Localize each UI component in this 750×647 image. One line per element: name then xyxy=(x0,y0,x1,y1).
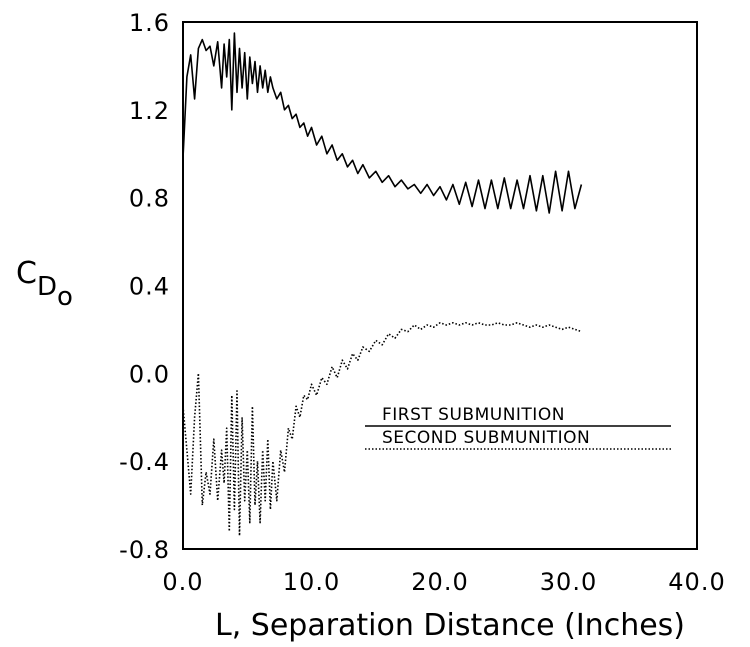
y-tick-label: -0.4 xyxy=(119,448,170,476)
y-tick-label: -0.8 xyxy=(119,536,170,564)
y-tick-label: 1.2 xyxy=(129,97,170,125)
legend-label-first-submunition: FIRST SUBMUNITION xyxy=(382,405,565,425)
x-axis-ticks: 0.0 10.0 20.0 30.0 40.0 xyxy=(162,568,725,596)
series-line-first-submunition xyxy=(182,32,583,214)
legend: FIRST SUBMUNITION SECOND SUBMUNITION xyxy=(365,405,671,450)
x-tick-label: 10.0 xyxy=(283,568,340,596)
y-axis-title-main: C xyxy=(16,256,37,291)
x-tick-label: 40.0 xyxy=(668,568,725,596)
series-layer xyxy=(182,32,583,537)
y-tick-label: 0.8 xyxy=(129,185,170,213)
y-axis-title-sub: D xyxy=(37,272,57,302)
x-axis-title: L, Separation Distance (Inches) xyxy=(215,608,685,643)
y-tick-label: 1.6 xyxy=(129,9,170,37)
y-axis-title: CDo xyxy=(16,256,73,312)
x-tick-label: 30.0 xyxy=(540,568,597,596)
legend-label-second-submunition: SECOND SUBMUNITION xyxy=(382,428,590,448)
y-tick-label: 0.4 xyxy=(129,273,170,301)
y-axis-ticks: -0.8 -0.4 0.0 0.4 0.8 1.2 1.6 xyxy=(119,9,170,564)
y-tick-label: 0.0 xyxy=(129,360,170,388)
plot-area-frame xyxy=(182,21,698,550)
x-tick-label: 20.0 xyxy=(411,568,468,596)
x-tick-label: 0.0 xyxy=(162,568,203,596)
y-axis-title-subsub: o xyxy=(57,282,73,312)
